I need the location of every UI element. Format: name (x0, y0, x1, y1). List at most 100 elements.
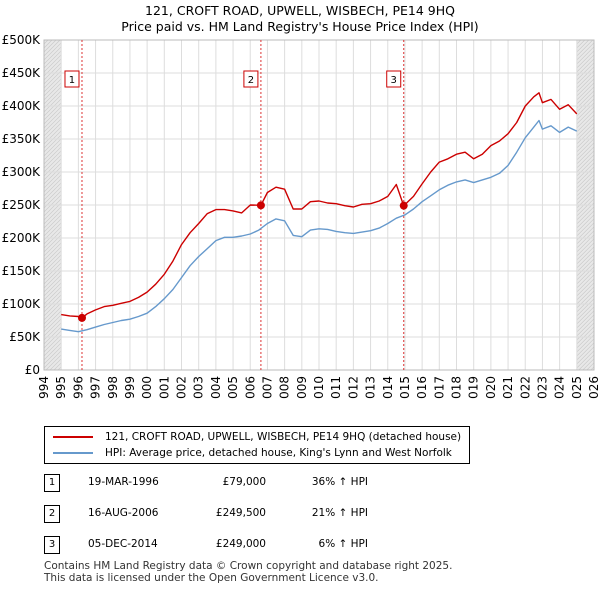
hatch-line (576, 46, 595, 65)
x-tick-label: 2006 (243, 376, 257, 400)
hatch-line (43, 294, 62, 313)
hatch-line (43, 258, 62, 277)
hatch-line (576, 50, 595, 69)
hatch-line (590, 366, 595, 371)
footer: Contains HM Land Registry data © Crown c… (44, 560, 452, 584)
x-tick-label: 2008 (278, 376, 292, 400)
hatch-line (43, 346, 62, 365)
hatch-line (43, 166, 62, 185)
hatch-line (576, 214, 595, 233)
transaction-number: 3 (44, 536, 60, 554)
x-tick-label: 2026 (587, 376, 600, 400)
hatch-line (43, 158, 62, 177)
hatch-line (43, 290, 62, 309)
x-tick-label: 2012 (346, 376, 360, 400)
hatch-line (43, 198, 62, 217)
hatch-line (43, 74, 62, 93)
hatch-line (43, 350, 62, 369)
hatch-line (43, 278, 62, 297)
hatch-line (576, 350, 595, 369)
y-tick-label: £50K (9, 330, 41, 344)
hatch-line (43, 318, 62, 337)
hatch-line (43, 214, 62, 233)
y-tick-label: £350K (2, 132, 42, 146)
hatch-line (576, 310, 595, 329)
hatch-line (43, 210, 62, 229)
series-line-property (61, 92, 578, 319)
hatch-line (49, 358, 62, 371)
hatch-line (576, 158, 595, 177)
hatch-line (576, 110, 595, 129)
hatch-line (43, 314, 62, 333)
hatch-line (57, 366, 62, 371)
hatch-line (43, 266, 62, 285)
sale-number-label: 2 (248, 75, 254, 86)
hatch-line (576, 342, 595, 361)
hatch-line (576, 242, 595, 261)
hatch-line (43, 54, 62, 73)
legend-swatch-hpi (53, 452, 93, 454)
hatch-line (43, 286, 62, 305)
hatch-line (576, 254, 595, 273)
transaction-date: 05-DEC-2014 (88, 538, 158, 550)
chart-legend: 121, CROFT ROAD, UPWELL, WISBECH, PE14 9… (44, 426, 470, 464)
x-tick-label: 2000 (140, 376, 154, 400)
footer-licence: This data is licensed under the Open Gov… (44, 572, 379, 584)
transaction-price: £249,000 (215, 538, 266, 550)
hatch-line (576, 302, 595, 321)
hatch-line (43, 150, 62, 169)
hatch-line (576, 170, 595, 189)
hatch-line (43, 178, 62, 197)
hatch-line (576, 194, 595, 213)
hatch-line (576, 210, 595, 229)
hatch-line (576, 162, 595, 181)
price-chart: £0 £50K £100K £150K £200K £250K £300K £350K £400… (2, 33, 600, 400)
hatch-line (43, 338, 62, 357)
x-tick-label: 2004 (209, 376, 223, 400)
transaction-hpi: 6% ↑ HPI (318, 538, 368, 550)
x-tick-label: 2024 (553, 376, 567, 400)
transaction-date: 19-MAR-1996 (88, 476, 159, 488)
transaction-row: 2 16-AUG-2006 £249,500 21% ↑ HPI (0, 505, 600, 525)
hatch-line (43, 302, 62, 321)
transaction-row: 1 19-MAR-1996 £79,000 36% ↑ HPI (0, 474, 600, 494)
hatch-line (43, 342, 62, 361)
hatch-line (576, 258, 595, 277)
hatch-line (43, 202, 62, 221)
hatch-line (576, 39, 582, 45)
hatch-line (43, 39, 53, 49)
hatch-line (576, 266, 595, 285)
hatch-line (43, 174, 62, 193)
hatch-line (43, 146, 62, 165)
hatch-line (43, 222, 62, 241)
x-tick-label: 2018 (450, 376, 464, 400)
y-tick-label: £100K (2, 297, 42, 311)
hatch-line (576, 294, 595, 313)
hatch-line (43, 306, 62, 325)
hatch-line (43, 106, 62, 125)
transaction-number: 2 (44, 505, 60, 523)
x-tick-label: 2001 (157, 376, 171, 400)
hatch-line (43, 230, 62, 249)
hatch-line (576, 82, 595, 101)
transaction-hpi: 21% ↑ HPI (311, 507, 368, 519)
transaction-date: 16-AUG-2006 (88, 507, 159, 519)
hatch-line (43, 218, 62, 237)
hatch-line (43, 170, 62, 189)
chart-title: 121, CROFT ROAD, UPWELL, WISBECH, PE14 9… (145, 3, 455, 18)
hatch-line (576, 306, 595, 325)
hatch-line (43, 122, 62, 141)
hatch-line (578, 354, 595, 371)
hatch-line (43, 226, 62, 245)
y-tick-label: £500K (2, 33, 42, 47)
hatch-line (576, 86, 595, 105)
x-tick-label: 2014 (381, 376, 395, 400)
hatch-line (43, 186, 62, 205)
hatch-line (43, 246, 62, 265)
hatch-line (576, 134, 595, 153)
hatch-line (43, 110, 62, 129)
x-tick-label: 1998 (106, 376, 120, 400)
hatch-line (576, 42, 595, 61)
hatch-line (576, 39, 590, 53)
hatch-line (576, 318, 595, 337)
